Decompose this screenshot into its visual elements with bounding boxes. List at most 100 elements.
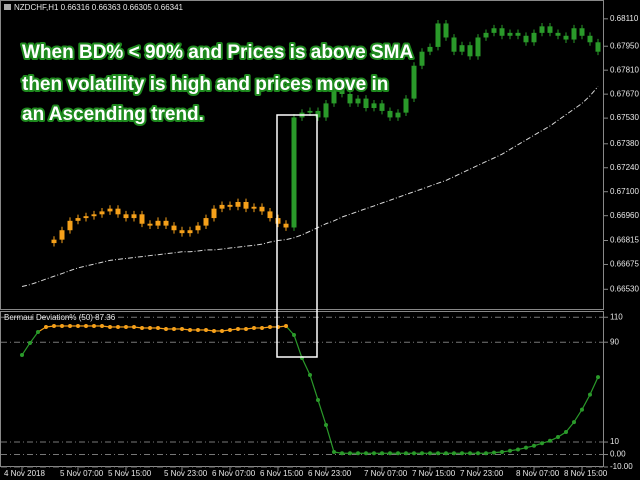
candle-body [435, 23, 441, 47]
candle-body [347, 93, 353, 104]
indicator-point [548, 438, 552, 443]
indicator-point [580, 407, 584, 412]
candle-body [75, 218, 81, 221]
indicator-point [492, 450, 496, 455]
indicator-point [196, 327, 200, 332]
candle-body [475, 37, 481, 57]
indicator-point [284, 323, 288, 328]
x-tick-label: 6 Nov 07:00 [212, 469, 256, 478]
indicator-point [404, 451, 408, 456]
indicator-point [228, 327, 232, 332]
candle-body [523, 35, 529, 43]
indicator-segment [309, 374, 319, 401]
candle-body [315, 110, 321, 118]
indicator-point [332, 450, 336, 455]
indicator-point [28, 340, 32, 345]
y-tick-label: 0.00 [610, 450, 626, 459]
x-tick-label: 8 Nov 07:00 [516, 469, 560, 478]
indicator-point [92, 323, 96, 328]
candle-body [491, 28, 497, 33]
candle-body [99, 211, 105, 215]
candle-body [123, 214, 129, 219]
x-tick-label: 4 Nov 2018 [4, 469, 45, 478]
indicator-point [356, 451, 360, 456]
indicator-point [212, 328, 216, 333]
price-panel-frame [0, 0, 604, 310]
candle-body [467, 45, 473, 57]
indicator-point [372, 451, 376, 456]
indicator-point [460, 451, 464, 456]
indicator-point [60, 323, 64, 328]
annotation: an Ascending trend. [22, 104, 204, 125]
candle-body [323, 103, 329, 118]
indicator-point [140, 325, 144, 330]
y-tick-label: 0.67240 [610, 163, 639, 172]
indicator-segment [325, 424, 335, 453]
y-tick-label: 0.67100 [610, 187, 639, 196]
y-tick-label: 90 [610, 337, 619, 346]
candle-body [267, 211, 273, 219]
indicator-point [52, 323, 56, 328]
candle-body [459, 45, 465, 52]
candle-body [59, 230, 65, 240]
indicator-point [364, 451, 368, 456]
candle-body [371, 103, 377, 109]
candle-body [91, 214, 97, 217]
indicator-segment [285, 325, 295, 336]
candle-body [451, 37, 457, 52]
x-tick-label: 5 Nov 07:00 [60, 469, 104, 478]
y-tick-label: 0.68110 [610, 14, 639, 23]
candle-body [291, 117, 297, 228]
indicator-segment [317, 399, 327, 426]
candle-body [211, 208, 217, 219]
indicator-point [292, 332, 296, 337]
symbol-icon [4, 4, 11, 10]
plot-layer: 0.68110 0.67950 0.67810 0.67670 0.67530 0.673… [1, 14, 639, 478]
candle-body [331, 89, 337, 104]
candle-body [427, 46, 433, 52]
indicator-point [500, 450, 504, 455]
indicator-point [260, 325, 264, 330]
x-tick-label: 5 Nov 23:00 [164, 469, 208, 478]
x-tick-label: 6 Nov 15:00 [260, 469, 304, 478]
x-tick-label: 5 Nov 15:00 [108, 469, 152, 478]
indicator-point [180, 326, 184, 331]
candle-body [539, 26, 545, 33]
x-tick-label: 7 Nov 07:00 [364, 469, 408, 478]
candle-body [363, 98, 369, 109]
candle-body [515, 32, 521, 36]
candle-body [171, 225, 177, 231]
candle-body [155, 220, 161, 226]
candle-body [139, 214, 145, 224]
y-tick-label: -10.00 [610, 462, 633, 471]
indicator-segment [589, 376, 599, 395]
indicator-point [100, 323, 104, 328]
indicator-point [244, 326, 248, 331]
candle-body [107, 208, 113, 212]
indicator-point [532, 443, 536, 448]
indicator-point [76, 323, 80, 328]
indicator-point [36, 329, 40, 334]
candle-body [531, 32, 537, 43]
candle-body [195, 225, 201, 231]
sma-line [21, 86, 599, 288]
y-tick-label: 0.67530 [610, 113, 639, 122]
candle-body [507, 32, 513, 36]
y-tick-label: 110 [610, 312, 623, 321]
candle-body [203, 218, 209, 226]
indicator-point [444, 451, 448, 456]
indicator-point [484, 451, 488, 456]
indicator-point [468, 451, 472, 456]
indicator-point [164, 326, 168, 331]
candle-body [547, 26, 553, 33]
indicator-point [236, 326, 240, 331]
candle-body [163, 220, 169, 226]
indicator-point [316, 397, 320, 402]
indicator-point [508, 448, 512, 453]
candle-body [587, 35, 593, 43]
candle-body [339, 89, 345, 94]
indicator-point [220, 328, 224, 333]
indicator-point [388, 451, 392, 456]
indicator-point [596, 375, 600, 380]
indicator-point [108, 324, 112, 329]
